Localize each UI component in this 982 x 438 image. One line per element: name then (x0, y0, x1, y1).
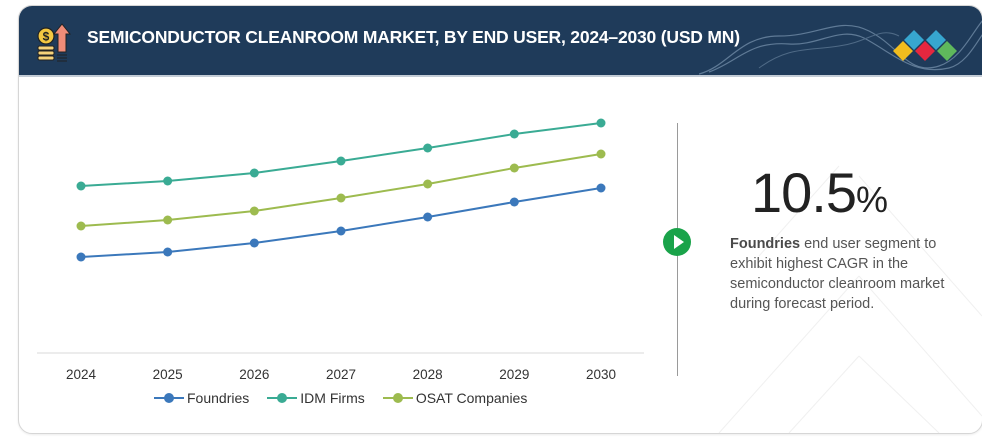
series-layer (76, 118, 606, 262)
x-tick-labels: 2024 2025 2026 2027 2028 2029 2030 (66, 367, 616, 382)
data-point-idm-firms[interactable] (249, 168, 259, 178)
play-triangle (673, 235, 684, 249)
legend-label: IDM Firms (300, 390, 365, 406)
colored-diamonds-logo-icon (893, 30, 957, 61)
legend-item-foundries[interactable]: Foundries (154, 390, 249, 406)
data-point-foundries[interactable] (423, 212, 433, 222)
legend-item-osat-companies[interactable]: OSAT Companies (382, 390, 528, 406)
legend-marker-icon (154, 393, 184, 403)
x-tick-label: 2024 (66, 367, 97, 382)
x-tick-label: 2029 (499, 367, 529, 382)
highlight-text: end user segment to exhibit highest CAGR… (730, 236, 945, 312)
x-tick-label: 2030 (586, 367, 616, 382)
data-point-osat-companies[interactable] (596, 149, 606, 159)
legend-marker-icon (382, 393, 413, 403)
cagr-description: Foundries end user segment to exhibit hi… (730, 234, 970, 314)
coins-growth-arrow-icon: $ (37, 23, 71, 62)
x-tick-label: 2027 (326, 367, 356, 382)
series-line-idm-firms (80, 122, 602, 187)
data-point-osat-companies[interactable] (76, 221, 86, 231)
cagr-stat: 10.5% (751, 161, 888, 232)
background-pattern (718, 165, 982, 433)
data-point-osat-companies[interactable] (509, 163, 519, 173)
data-point-idm-firms[interactable] (163, 176, 173, 186)
decorative-waves (699, 20, 982, 75)
data-point-osat-companies[interactable] (163, 215, 173, 225)
data-point-foundries[interactable] (509, 197, 519, 207)
data-point-foundries[interactable] (596, 183, 606, 193)
chart-legend: Foundries IDM Firms OSAT Companies (154, 390, 527, 406)
data-point-osat-companies[interactable] (423, 179, 433, 189)
data-point-foundries[interactable] (163, 247, 173, 257)
highlight-segment: Foundries (730, 236, 801, 252)
header-bar: $ SEMICONDUCTOR CLEANROOM MARKET, BY END… (19, 6, 982, 77)
data-point-idm-firms[interactable] (336, 156, 346, 166)
series-osat-companies (76, 149, 606, 231)
data-point-idm-firms[interactable] (596, 118, 606, 128)
data-point-idm-firms[interactable] (509, 129, 519, 139)
data-point-foundries[interactable] (76, 252, 86, 262)
x-tick-label: 2026 (239, 367, 269, 382)
data-point-osat-companies[interactable] (336, 193, 346, 203)
legend-marker-icon (267, 393, 298, 403)
data-point-foundries[interactable] (249, 238, 259, 248)
line-chart: 2024 2025 2026 2027 2028 2029 2030 (37, 118, 644, 382)
legend-label: Foundries (187, 390, 250, 406)
data-point-foundries[interactable] (336, 226, 346, 236)
legend-item-idm-firms[interactable]: IDM Firms (267, 390, 365, 406)
cagr-value: 10.5 (751, 161, 857, 224)
series-foundries (76, 183, 606, 262)
data-point-idm-firms[interactable] (76, 181, 86, 191)
cagr-unit: % (856, 179, 888, 220)
x-tick-label: 2025 (153, 367, 183, 382)
data-point-osat-companies[interactable] (249, 206, 259, 216)
page-title: SEMICONDUCTOR CLEANROOM MARKET, BY END U… (87, 27, 740, 47)
x-tick-label: 2028 (413, 367, 443, 382)
legend-label: OSAT Companies (415, 390, 528, 406)
data-point-idm-firms[interactable] (423, 143, 433, 153)
play-circle-icon[interactable] (663, 228, 691, 256)
infographic-card: $ SEMICONDUCTOR CLEANROOM MARKET, BY END… (18, 5, 982, 434)
svg-text:$: $ (43, 30, 50, 44)
series-idm-firms (76, 118, 606, 191)
